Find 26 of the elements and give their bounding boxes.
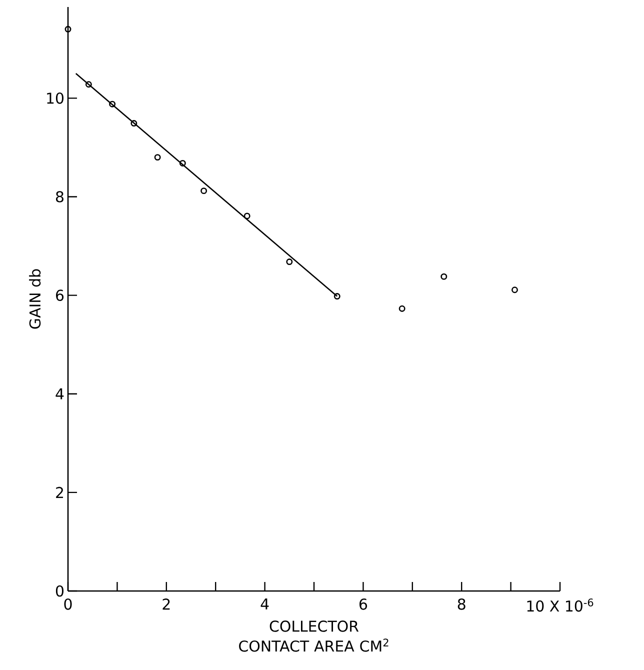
y-tick-label: 8 xyxy=(56,191,64,202)
x-tick-label: 4 xyxy=(260,598,269,610)
y-axis-title: GAIN db xyxy=(29,269,41,329)
y-tick-label: 10 xyxy=(47,92,64,104)
point xyxy=(154,154,161,161)
point xyxy=(130,120,138,127)
y-tick-label: 2 xyxy=(56,486,63,498)
x-tick-label: 8 xyxy=(458,598,466,610)
point xyxy=(64,26,72,32)
point xyxy=(109,100,116,108)
point xyxy=(179,160,186,166)
x-tick-label: 2 xyxy=(162,598,170,610)
x-axis-title: COLLECTOR CONTACT AREA CM$^{2}$ xyxy=(239,620,388,652)
point xyxy=(398,305,406,312)
y-tick-label: 0 xyxy=(56,585,64,597)
point xyxy=(200,188,208,194)
x-tick-label: 0 xyxy=(64,598,72,610)
x-tick-label: 6 xyxy=(359,598,368,610)
point xyxy=(512,286,518,294)
y-tick-label: 6 xyxy=(56,290,64,301)
point xyxy=(85,81,92,88)
y-tick-label: 4 xyxy=(56,388,64,400)
point xyxy=(244,212,250,220)
point xyxy=(286,258,293,266)
x-tick-label: 10 X 10$^{-6}$ xyxy=(527,598,594,612)
point xyxy=(440,273,448,280)
